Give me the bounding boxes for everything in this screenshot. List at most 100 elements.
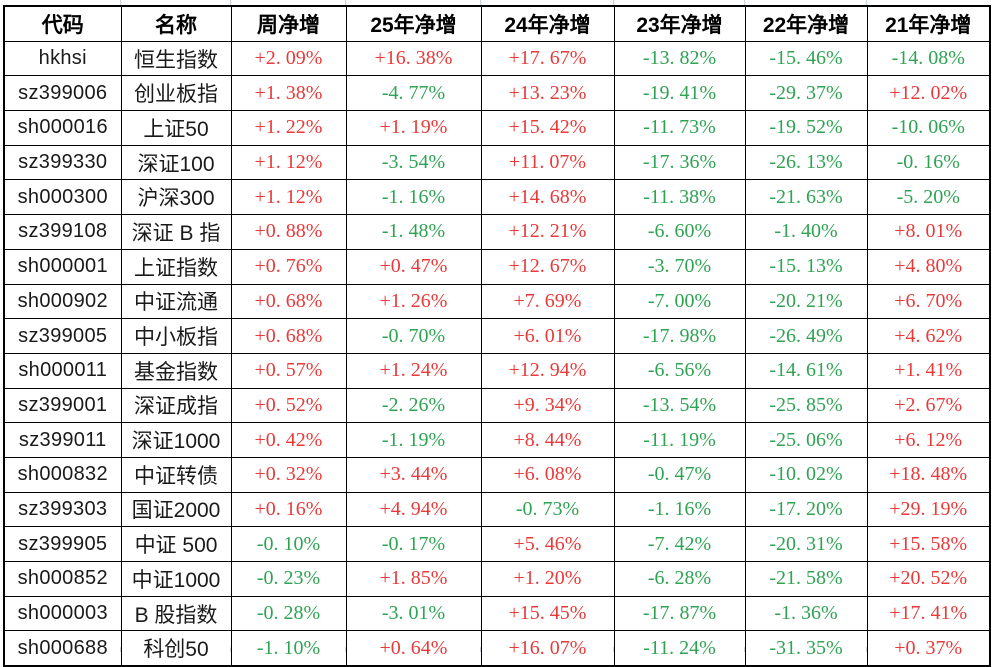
value-cell: -7. 42%: [613, 526, 746, 562]
name-cell: 中证转债: [120, 456, 232, 493]
value-cell: -29. 37%: [744, 75, 868, 112]
value-cell: +0. 57%: [230, 352, 347, 389]
name-cell: 创业板指: [120, 75, 232, 112]
value-cell: +5. 46%: [480, 526, 615, 562]
table-row: sh000001 上证指数 +0. 76% +0. 47% +12. 67% -3. 70…: [3, 248, 991, 285]
header-row: 代码 名称 周净增 25年净增 24年净增 23年净增 22年净增 21年净增: [3, 5, 991, 42]
value-cell: +6. 70%: [866, 283, 991, 320]
value-cell: +15. 45%: [480, 595, 615, 632]
value-cell: -17. 20%: [744, 491, 868, 528]
name-cell: 中证 500: [120, 526, 232, 562]
column-header: 24年净增: [480, 5, 615, 42]
table-row: sz399330 深证100 +1. 12% -3. 54% +11. 07% -17. …: [3, 144, 991, 181]
column-header: 25年净增: [345, 5, 482, 42]
value-cell: -0. 73%: [480, 491, 615, 528]
name-cell: B 股指数: [120, 595, 232, 632]
value-cell: -25. 85%: [744, 387, 868, 424]
column-header: 21年净增: [866, 5, 991, 42]
value-cell: -1. 40%: [744, 214, 868, 250]
gridline-stub: [613, 0, 614, 5]
value-cell: +16. 38%: [345, 40, 482, 77]
value-cell: +11. 07%: [480, 144, 615, 181]
value-cell: +2. 67%: [866, 387, 991, 424]
value-cell: -0. 16%: [866, 144, 991, 181]
index-performance-table-wrap: 代码 名称 周净增 25年净增 24年净增 23年净增 22年净增 21年净增 hkhsi 恒生…: [3, 5, 991, 667]
value-cell: -1. 10%: [230, 630, 347, 667]
value-cell: +1. 24%: [345, 352, 482, 389]
value-cell: +1. 22%: [230, 110, 347, 146]
gridline-stub: [866, 0, 867, 5]
value-cell: +12. 67%: [480, 248, 615, 285]
code-cell: sh000852: [3, 561, 122, 597]
value-cell: -5. 20%: [866, 179, 991, 216]
table-row: sh000016 上证50 +1. 22% +1. 19% +15. 42% -11. 7…: [3, 110, 991, 146]
value-cell: +1. 41%: [866, 352, 991, 389]
table-row: sh000832 中证转债 +0. 32% +3. 44% +6. 08% -0. 47%…: [3, 456, 991, 493]
value-cell: +0. 76%: [230, 248, 347, 285]
value-cell: +16. 07%: [480, 630, 615, 667]
value-cell: +0. 32%: [230, 456, 347, 493]
column-header: 名称: [120, 5, 232, 42]
value-cell: +1. 26%: [345, 283, 482, 320]
value-cell: +17. 41%: [866, 595, 991, 632]
value-cell: +1. 12%: [230, 144, 347, 181]
value-cell: -26. 13%: [744, 144, 868, 181]
name-cell: 中小板指: [120, 318, 232, 354]
value-cell: +7. 69%: [480, 283, 615, 320]
name-cell: 中证1000: [120, 561, 232, 597]
value-cell: -0. 28%: [230, 595, 347, 632]
value-cell: -6. 28%: [613, 561, 746, 597]
value-cell: -21. 58%: [744, 561, 868, 597]
value-cell: +3. 44%: [345, 456, 482, 493]
value-cell: +0. 88%: [230, 214, 347, 250]
table-row: sz399905 中证 500 -0. 10% -0. 17% +5. 46% -7. 4…: [3, 526, 991, 562]
value-cell: -19. 41%: [613, 75, 746, 112]
table-row: sh000688 科创50 -1. 10% +0. 64% +16. 07% -11. 2…: [3, 630, 991, 667]
code-cell: sz399905: [3, 526, 122, 562]
code-cell: sz399006: [3, 75, 122, 112]
name-cell: 科创50: [120, 630, 232, 667]
table-row: sz399006 创业板指 +1. 38% -4. 77% +13. 23% -19. 4…: [3, 75, 991, 112]
value-cell: +29. 19%: [866, 491, 991, 528]
value-cell: -1. 16%: [345, 179, 482, 216]
table-row: sh000003 B 股指数 -0. 28% -3. 01% +15. 45% -17. …: [3, 595, 991, 632]
value-cell: -3. 70%: [613, 248, 746, 285]
value-cell: -6. 60%: [613, 214, 746, 250]
code-cell: sh000902: [3, 283, 122, 320]
value-cell: -0. 17%: [345, 526, 482, 562]
value-cell: -20. 31%: [744, 526, 868, 562]
value-cell: +0. 68%: [230, 283, 347, 320]
value-cell: -6. 56%: [613, 352, 746, 389]
value-cell: -25. 06%: [744, 422, 868, 458]
value-cell: -17. 87%: [613, 595, 746, 632]
value-cell: +6. 12%: [866, 422, 991, 458]
table-row: sh000011 基金指数 +0. 57% +1. 24% +12. 94% -6. 56…: [3, 352, 991, 389]
value-cell: +0. 42%: [230, 422, 347, 458]
value-cell: -1. 36%: [744, 595, 868, 632]
value-cell: +13. 23%: [480, 75, 615, 112]
value-cell: -21. 63%: [744, 179, 868, 216]
value-cell: -17. 36%: [613, 144, 746, 181]
name-cell: 恒生指数: [120, 40, 232, 77]
value-cell: +1. 85%: [345, 561, 482, 597]
table-row: sz399001 深证成指 +0. 52% -2. 26% +9. 34% -13. 54…: [3, 387, 991, 424]
value-cell: +1. 38%: [230, 75, 347, 112]
code-cell: sz399011: [3, 422, 122, 458]
gridline-stub: [120, 647, 121, 652]
value-cell: -1. 48%: [345, 214, 482, 250]
value-cell: +1. 20%: [480, 561, 615, 597]
value-cell: -7. 00%: [613, 283, 746, 320]
value-cell: +20. 52%: [866, 561, 991, 597]
value-cell: -0. 70%: [345, 318, 482, 354]
code-cell: sh000300: [3, 179, 122, 216]
value-cell: -31. 35%: [744, 630, 868, 667]
value-cell: +1. 19%: [345, 110, 482, 146]
value-cell: +0. 16%: [230, 491, 347, 528]
code-cell: hkhsi: [3, 40, 122, 77]
value-cell: -15. 13%: [744, 248, 868, 285]
value-cell: -13. 82%: [613, 40, 746, 77]
name-cell: 深证1000: [120, 422, 232, 458]
value-cell: -11. 38%: [613, 179, 746, 216]
code-cell: sz399001: [3, 387, 122, 424]
value-cell: -3. 54%: [345, 144, 482, 181]
